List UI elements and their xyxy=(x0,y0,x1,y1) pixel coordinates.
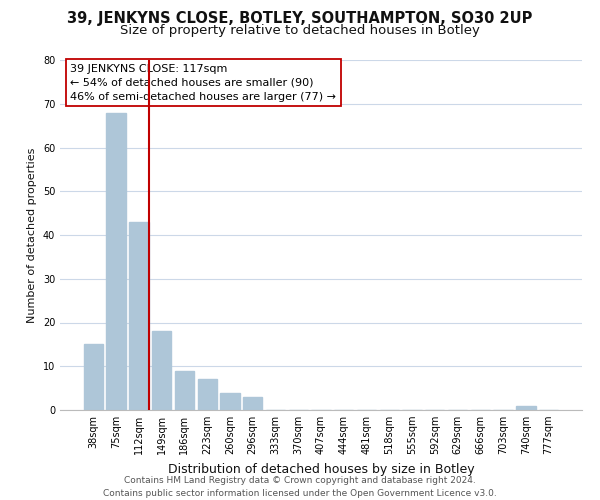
X-axis label: Distribution of detached houses by size in Botley: Distribution of detached houses by size … xyxy=(167,462,475,475)
Bar xyxy=(129,222,149,410)
Bar xyxy=(106,112,126,410)
Bar xyxy=(197,380,217,410)
Bar xyxy=(243,397,262,410)
Bar xyxy=(152,331,172,410)
Text: Contains HM Land Registry data © Crown copyright and database right 2024.
Contai: Contains HM Land Registry data © Crown c… xyxy=(103,476,497,498)
Bar xyxy=(84,344,103,410)
Bar xyxy=(175,370,194,410)
Y-axis label: Number of detached properties: Number of detached properties xyxy=(27,148,37,322)
Bar xyxy=(220,392,239,410)
Bar xyxy=(516,406,536,410)
Text: Size of property relative to detached houses in Botley: Size of property relative to detached ho… xyxy=(120,24,480,37)
Text: 39 JENKYNS CLOSE: 117sqm
← 54% of detached houses are smaller (90)
46% of semi-d: 39 JENKYNS CLOSE: 117sqm ← 54% of detach… xyxy=(70,64,337,102)
Text: 39, JENKYNS CLOSE, BOTLEY, SOUTHAMPTON, SO30 2UP: 39, JENKYNS CLOSE, BOTLEY, SOUTHAMPTON, … xyxy=(67,12,533,26)
